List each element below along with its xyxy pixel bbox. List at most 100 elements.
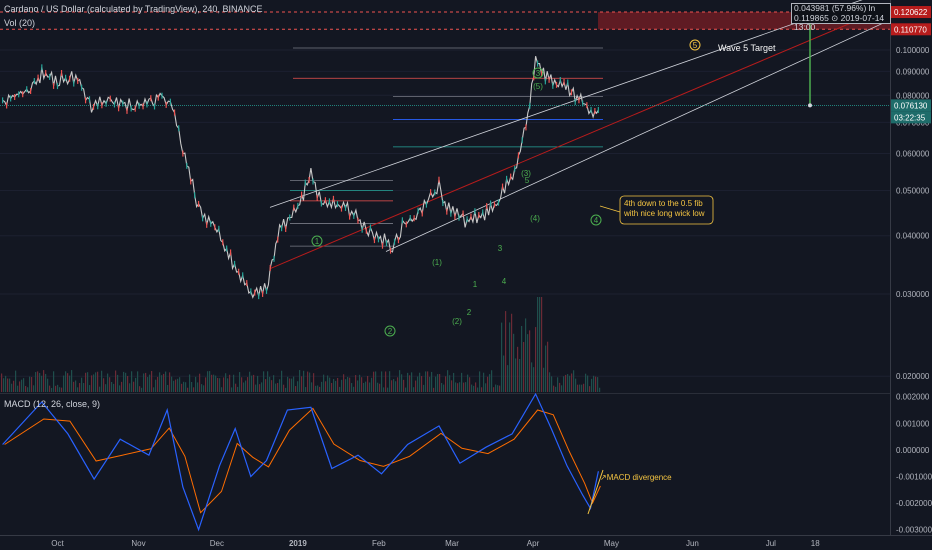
volume-bar [297,381,299,392]
volume-bar [67,373,69,392]
volume-bar [135,377,137,392]
volume-bar [129,383,131,392]
volume-bar [305,387,307,392]
volume-bar [195,376,197,392]
wave-label: 4 [594,216,599,225]
volume-bar [431,371,433,392]
volume-bar [375,371,377,392]
volume-bar [81,377,83,392]
volume-bar [321,381,323,392]
time-tick-label: Jul [766,539,776,548]
volume-bar [191,381,193,392]
volume-bar [185,382,187,392]
volume-bar [497,385,499,392]
volume-bar [525,318,527,392]
badge-countdown: 03:22:35 [894,113,926,122]
volume-bar [391,380,393,392]
volume-bar [453,372,455,392]
volume-bar [339,386,341,392]
volume-bar [25,385,27,392]
fib-callout-text: with nice long wick low [623,209,705,218]
volume-bar [459,382,461,392]
volume-bar [303,370,305,392]
volume-bar [595,376,597,392]
volume-bar [7,378,9,392]
volume-bar [467,374,469,392]
volume-bar [415,380,417,392]
wave-label: 2 [388,327,393,336]
volume-bar [419,372,421,392]
volume-bar [9,378,11,392]
volume-bar [315,385,317,392]
wave-label: 4 [502,277,507,286]
volume-bar [209,371,211,392]
volume-bar [549,372,551,392]
volume-bar [465,382,467,392]
volume-bar [97,371,99,392]
volume-bar [271,380,273,392]
volume-bar [397,377,399,392]
volume-bar [421,376,423,392]
volume-bar [179,377,181,392]
wave-label: 5 [525,176,530,185]
volume-bar [387,387,389,392]
volume-bar [113,383,115,392]
volume-bar [19,381,21,392]
volume-bar [47,378,49,392]
volume-bar [231,387,233,392]
volume-bar [109,377,111,392]
volume-bar [273,375,275,392]
volume-bar [99,386,101,392]
volume-bar [205,377,207,392]
volume-bar [61,387,63,392]
volume-bar [15,370,17,392]
volume-bar [425,371,427,392]
volume-bar [275,383,277,392]
time-tick-label: Apr [527,539,540,548]
price-tick-label: 0.030000 [896,290,930,299]
volume-bar [521,325,523,392]
macd-divergence-label: ↗MACD divergence [600,473,672,482]
volume-bar [413,387,415,392]
volume-bar [143,373,145,392]
volume-bar [369,382,371,392]
volume-bar [117,374,119,392]
volume-bar [71,370,73,392]
volume-bar [149,374,151,392]
time-tick-label: Dec [210,539,224,548]
volume-bar [309,372,311,392]
volume-bar [333,378,335,392]
volume-bar [35,372,37,392]
time-tick-label: Feb [372,539,386,548]
volume-bar [347,376,349,392]
volume-bar [439,374,441,392]
volume-bar [277,383,279,392]
volume-bar [469,377,471,392]
volume-bar [493,387,495,392]
volume-bar [423,384,425,392]
volume-bar [37,371,39,392]
volume-bar [43,370,45,392]
volume-bar [565,374,567,392]
wave-label: (3) [521,169,531,178]
volume-bar [159,372,161,392]
volume-bar [433,387,435,392]
volume-bar [597,377,599,392]
macd-tick-label: 0.002000 [896,393,930,402]
volume-bar [357,380,359,392]
volume-bar [133,381,135,392]
volume-bar [261,382,263,392]
volume-bar [533,367,535,392]
volume-bar [139,386,141,392]
volume-bar [211,374,213,392]
volume-bar [575,378,577,392]
volume-bar [323,374,325,392]
volume-bar [341,379,343,392]
volume-bar [395,381,397,392]
volume-bar [213,374,215,392]
volume-bar [377,382,379,392]
volume-bar [385,371,387,392]
volume-bar [227,378,229,392]
fib-callout-text: 4th down to the 0.5 fib [624,199,703,208]
